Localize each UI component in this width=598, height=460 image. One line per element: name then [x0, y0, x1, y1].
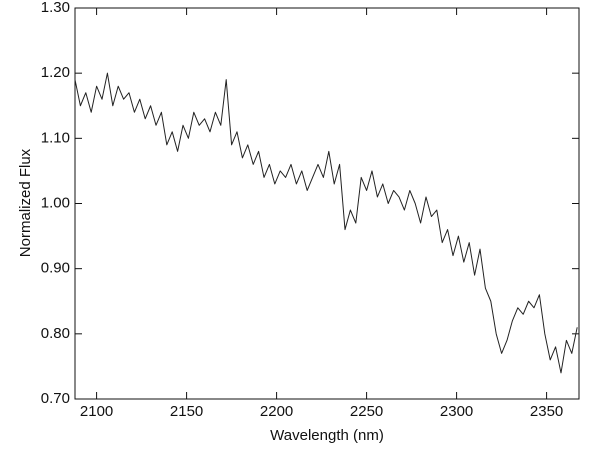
x-tick-label: 2350: [530, 403, 563, 420]
y-tick-label: 1.30: [41, 0, 70, 16]
x-tick-label: 2200: [260, 403, 293, 420]
x-tick-label: 2300: [440, 403, 473, 420]
y-tick-label: 1.10: [41, 129, 70, 146]
y-tick-label: 0.70: [41, 390, 70, 407]
x-tick-label: 2250: [350, 403, 383, 420]
spectrum-line: [74, 72, 578, 374]
y-tick-label: 0.90: [41, 260, 70, 277]
plot-frame: [74, 7, 580, 400]
x-axis-label: Wavelength (nm): [270, 427, 384, 444]
x-tick-label: 2150: [170, 403, 203, 420]
x-tick-label: 2100: [80, 403, 113, 420]
y-tick-label: 1.00: [41, 194, 70, 211]
y-axis-label: Normalized Flux: [17, 148, 34, 257]
y-tick-label: 0.80: [41, 325, 70, 342]
y-tick-label: 1.20: [41, 64, 70, 81]
